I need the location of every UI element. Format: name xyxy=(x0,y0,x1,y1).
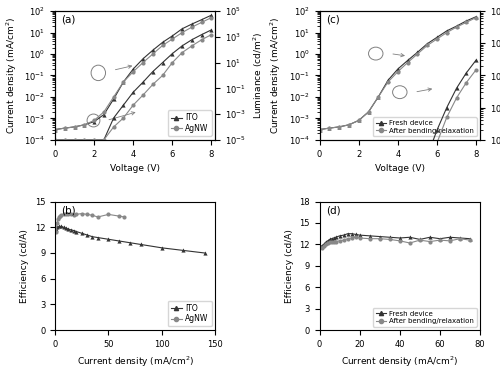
Text: (d): (d) xyxy=(326,206,340,216)
Y-axis label: Luminance (cd/m$^2$): Luminance (cd/m$^2$) xyxy=(252,32,265,119)
Y-axis label: Current density (mA/cm$^2$): Current density (mA/cm$^2$) xyxy=(4,17,18,134)
Y-axis label: Efficiency (cd/A): Efficiency (cd/A) xyxy=(20,229,29,303)
Text: (b): (b) xyxy=(62,206,76,216)
Legend: Fresh device, After bending/relaxation: Fresh device, After bending/relaxation xyxy=(373,117,476,136)
X-axis label: Current density (mA/cm$^2$): Current density (mA/cm$^2$) xyxy=(341,354,458,369)
Legend: ITO, AgNW: ITO, AgNW xyxy=(168,301,212,326)
X-axis label: Voltage (V): Voltage (V) xyxy=(110,164,160,173)
Text: (a): (a) xyxy=(62,15,76,25)
X-axis label: Voltage (V): Voltage (V) xyxy=(375,164,425,173)
Legend: ITO, AgNW: ITO, AgNW xyxy=(168,110,212,136)
Y-axis label: Efficiency (cd/A): Efficiency (cd/A) xyxy=(284,229,294,303)
Legend: Fresh device, After bending/relaxation: Fresh device, After bending/relaxation xyxy=(373,308,476,327)
Text: (c): (c) xyxy=(326,15,340,25)
X-axis label: Current density (mA/cm$^2$): Current density (mA/cm$^2$) xyxy=(76,354,194,369)
Y-axis label: Current density (mA/cm$^2$): Current density (mA/cm$^2$) xyxy=(269,17,283,134)
